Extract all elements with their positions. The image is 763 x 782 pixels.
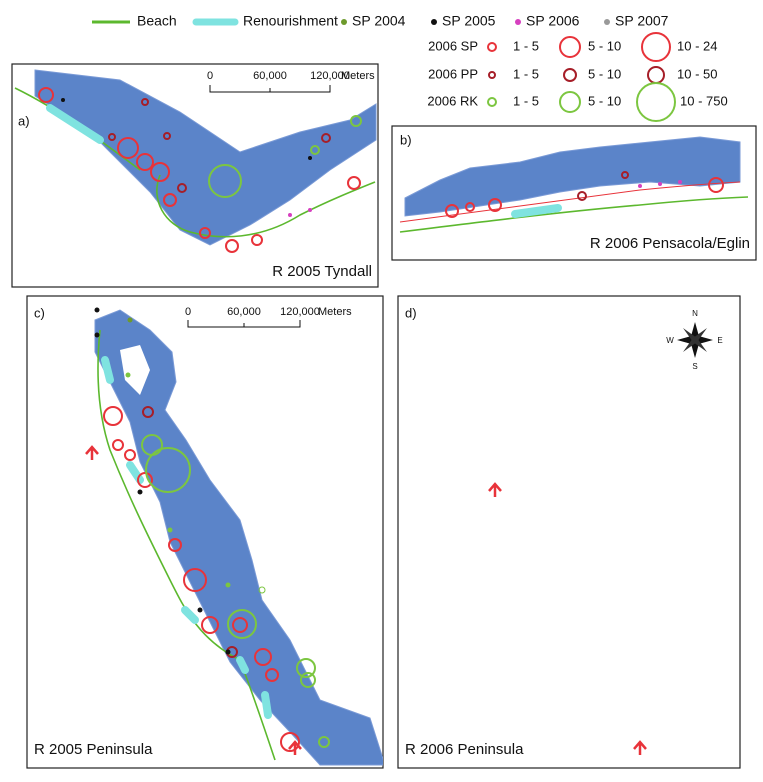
map-content bbox=[465, 308, 756, 766]
panel-title: R 2005 Peninsula bbox=[34, 741, 153, 758]
sp2004-swatch bbox=[341, 19, 347, 25]
panel-frame bbox=[26, 295, 384, 769]
panel-letter: b) bbox=[400, 132, 412, 147]
size-swatch bbox=[487, 97, 497, 107]
legend-row-label: 2006 PP bbox=[428, 66, 478, 81]
panel-title: R 2005 Tyndall bbox=[272, 263, 372, 280]
scale-tick: 60,000 bbox=[227, 306, 261, 318]
legend-sp2005: SP 2005 bbox=[442, 13, 496, 29]
legend-row-label: 2006 SP bbox=[428, 38, 478, 53]
compass: N S E W bbox=[666, 309, 722, 371]
beach-line bbox=[399, 196, 749, 233]
size-swatch bbox=[563, 68, 577, 82]
sites bbox=[445, 171, 724, 218]
legend-range: 10 - 24 bbox=[677, 38, 717, 53]
scale-tick: 120,000 bbox=[280, 306, 320, 318]
renourishment bbox=[511, 204, 562, 218]
panel-title: R 2006 Pensacola/Eglin bbox=[590, 235, 750, 252]
panel-b: b) R 2006 Pensacola/Eglin bbox=[391, 125, 757, 261]
legend-sp2006: SP 2006 bbox=[526, 13, 580, 29]
size-swatch bbox=[559, 36, 581, 58]
size-swatch bbox=[559, 91, 581, 113]
legend-range: 10 - 750 bbox=[680, 93, 728, 108]
panel-frame bbox=[391, 125, 757, 261]
compass-w: W bbox=[666, 336, 674, 345]
legend-range: 5 - 10 bbox=[588, 93, 621, 108]
panel-d: N S E W d) R 2006 Peninsula bbox=[397, 295, 756, 769]
arrow bbox=[488, 482, 502, 497]
panel-letter: d) bbox=[405, 305, 417, 320]
scale-unit: Meters bbox=[341, 70, 375, 82]
panel-frame bbox=[11, 63, 379, 288]
legend-range: 10 - 50 bbox=[677, 66, 717, 81]
scale-unit: Meters bbox=[318, 306, 352, 318]
sites bbox=[38, 87, 362, 253]
compass-s: S bbox=[692, 362, 697, 371]
scale-line bbox=[187, 320, 301, 328]
sp2006-swatch bbox=[515, 19, 521, 25]
panel-title: R 2006 Peninsula bbox=[405, 741, 524, 758]
compass-e: E bbox=[717, 336, 722, 345]
panel-c: 0 60,000 120,000 Meters c) R 2005 Penins… bbox=[26, 295, 386, 769]
arrow bbox=[633, 740, 647, 755]
sp2007-swatch bbox=[604, 19, 610, 25]
legend-range: 1 - 5 bbox=[513, 93, 539, 108]
legend-range: 1 - 5 bbox=[513, 66, 539, 81]
size-swatch bbox=[636, 82, 676, 122]
panel-letter: c) bbox=[34, 305, 45, 320]
shoreline bbox=[399, 181, 741, 223]
legend-range: 5 - 10 bbox=[588, 66, 621, 81]
map-content bbox=[95, 308, 386, 766]
panel-frame bbox=[397, 295, 741, 769]
panel-a: 0 60,000 120,000 Meters a) R 2005 Tyndal… bbox=[11, 63, 379, 288]
legend-beach: Beach bbox=[137, 13, 177, 29]
legend-sp2007: SP 2007 bbox=[615, 13, 669, 29]
arrow bbox=[85, 445, 99, 460]
size-swatch bbox=[647, 66, 665, 84]
legend-renourishment: Renourishment bbox=[243, 13, 338, 29]
legend-range: 5 - 10 bbox=[588, 38, 621, 53]
renourishment bbox=[46, 104, 104, 144]
scale-tick: 60,000 bbox=[253, 70, 287, 82]
legend-sp2004: SP 2004 bbox=[352, 13, 406, 29]
land bbox=[404, 136, 741, 217]
scale-bar: 0 60,000 120,000 Meters bbox=[207, 70, 375, 93]
scale-bar: 0 60,000 120,000 Meters bbox=[185, 306, 352, 328]
legend-range: 1 - 5 bbox=[513, 38, 539, 53]
scale-tick: 0 bbox=[207, 70, 213, 82]
size-swatch bbox=[641, 32, 671, 62]
arrow bbox=[288, 740, 302, 755]
sp2005-swatch bbox=[431, 19, 437, 25]
scale-tick: 0 bbox=[185, 306, 191, 318]
compass-n: N bbox=[692, 309, 698, 318]
panel-letter: a) bbox=[18, 113, 30, 128]
scale-line bbox=[209, 85, 331, 93]
scale-tick: 120,000 bbox=[310, 70, 350, 82]
land bbox=[34, 69, 377, 246]
legend-row-label: 2006 RK bbox=[427, 93, 478, 108]
legend: Beach Renourishment SP 2004 SP 2005 SP 2… bbox=[92, 13, 728, 122]
size-swatch bbox=[488, 71, 496, 79]
size-swatch bbox=[487, 42, 497, 52]
